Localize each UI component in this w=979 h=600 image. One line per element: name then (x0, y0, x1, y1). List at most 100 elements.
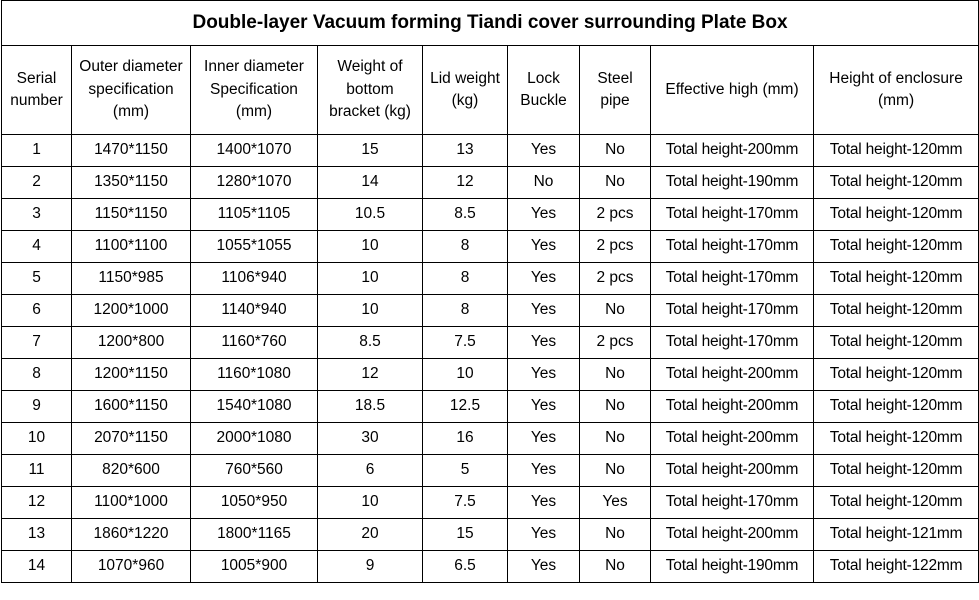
table-cell: 1106*940 (190, 262, 318, 295)
table-cell: Total height-200mm (650, 358, 814, 391)
column-header: Effective high (mm) (650, 45, 814, 135)
table-cell: 1150*1150 (71, 198, 191, 231)
table-cell: 1200*800 (71, 326, 191, 359)
table-cell: 10 (422, 358, 508, 391)
table-cell: No (579, 390, 651, 423)
table-cell: 2 pcs (579, 262, 651, 295)
table-cell: 13 (1, 518, 72, 551)
table-cell: Total height-170mm (650, 198, 814, 231)
table-cell: Total height-170mm (650, 294, 814, 327)
table-row: 13 1860*1220 1800*1165 20 15 Yes No Total heigh… (1, 518, 979, 551)
table-cell: Total height-121mm (812, 518, 979, 551)
table-cell: 8 (422, 262, 508, 295)
table-cell: Yes (507, 518, 580, 551)
table-cell: Total height-170mm (650, 326, 814, 359)
table-cell: No (579, 550, 651, 583)
table-cell: Total height-120mm (812, 294, 979, 327)
table-cell: Yes (507, 550, 580, 583)
table-cell: 1350*1150 (71, 166, 191, 199)
table-cell: Total height-170mm (650, 486, 814, 519)
column-header: Lid weight (kg) (422, 45, 508, 135)
column-header: Outer diameter specification (mm) (71, 45, 191, 135)
table-cell: 1105*1105 (190, 198, 318, 231)
table-row: 1 1470*1150 1400*1070 15 13 Yes No Total height… (1, 134, 979, 167)
table-cell: 1280*1070 (190, 166, 318, 199)
table-cell: 6 (317, 454, 423, 487)
table-cell: 1055*1055 (190, 230, 318, 263)
table-cell: 2 pcs (579, 198, 651, 231)
table-cell: 15 (422, 518, 508, 551)
table-cell: 1050*950 (190, 486, 318, 519)
table-cell: Total height-200mm (650, 454, 814, 487)
table-cell: Total height-190mm (650, 166, 814, 199)
table-cell: Yes (507, 198, 580, 231)
table-cell: 11 (1, 454, 72, 487)
table-cell: 7 (1, 326, 72, 359)
table-cell: 2 (1, 166, 72, 199)
table-cell: 12 (422, 166, 508, 199)
table-cell: 2 pcs (579, 326, 651, 359)
table-cell: 10 (317, 486, 423, 519)
table-row: 4 1100*1100 1055*1055 10 8 Yes 2 pcs Total heig… (1, 230, 979, 263)
table-cell: 1 (1, 134, 72, 167)
table-cell: 1160*760 (190, 326, 318, 359)
table-cell: Total height-200mm (650, 422, 814, 455)
spec-table: Double-layer Vacuum forming Tiandi cover… (0, 0, 979, 583)
table-row: 10 2070*1150 2000*1080 30 16 Yes No Total heigh… (1, 422, 979, 455)
table-cell: 5 (1, 262, 72, 295)
table-cell: 1200*1150 (71, 358, 191, 391)
table-cell: 8 (422, 230, 508, 263)
table-cell: 10 (317, 230, 423, 263)
table-cell: Total height-122mm (812, 550, 979, 583)
table-cell: Total height-120mm (812, 390, 979, 423)
table-cell: Yes (507, 422, 580, 455)
table-cell: 1860*1220 (71, 518, 191, 551)
table-cell: 1800*1165 (190, 518, 318, 551)
table-cell: 8 (1, 358, 72, 391)
table-cell: 1200*1000 (71, 294, 191, 327)
table-row: 8 1200*1150 1160*1080 12 10 Yes No Total height… (1, 358, 979, 391)
table-cell: No (579, 134, 651, 167)
table-cell: No (579, 518, 651, 551)
table-cell: 3 (1, 198, 72, 231)
table-cell: Total height-200mm (650, 390, 814, 423)
table-cell: 2000*1080 (190, 422, 318, 455)
table-cell: Total height-170mm (650, 230, 814, 263)
column-header: Lock Buckle (507, 45, 580, 135)
table-cell: 8 (422, 294, 508, 327)
table-cell: 14 (1, 550, 72, 583)
table-cell: No (507, 166, 580, 199)
table-cell: 1400*1070 (190, 134, 318, 167)
table-title: Double-layer Vacuum forming Tiandi cover… (0, 0, 979, 46)
table-cell: 1100*1000 (71, 486, 191, 519)
table-cell: Total height-120mm (812, 454, 979, 487)
table-cell: Yes (507, 454, 580, 487)
table-cell: 9 (1, 390, 72, 423)
table-row: 7 1200*800 1160*760 8.5 7.5 Yes 2 pcs Total hei… (1, 326, 979, 359)
table-cell: 12 (317, 358, 423, 391)
table-cell: Yes (507, 230, 580, 263)
table-cell: Total height-120mm (812, 326, 979, 359)
table-cell: Yes (507, 326, 580, 359)
table-cell: 15 (317, 134, 423, 167)
table-cell: Total height-120mm (812, 230, 979, 263)
table-cell: 30 (317, 422, 423, 455)
table-cell: Total height-120mm (812, 486, 979, 519)
table-cell: No (579, 166, 651, 199)
table-cell: 12 (1, 486, 72, 519)
table-cell: 20 (317, 518, 423, 551)
table-row: 12 1100*1000 1050*950 10 7.5 Yes Yes Total heig… (1, 486, 979, 519)
table-cell: 1540*1080 (190, 390, 318, 423)
table-cell: 10 (317, 262, 423, 295)
column-header: Height of enclosure (mm) (812, 45, 979, 135)
table-cell: Yes (579, 486, 651, 519)
table-cell: 820*600 (71, 454, 191, 487)
table-cell: 9 (317, 550, 423, 583)
table-row: 5 1150*985 1106*940 10 8 Yes 2 pcs Total height… (1, 262, 979, 295)
table-cell: 6 (1, 294, 72, 327)
table-cell: Total height-190mm (650, 550, 814, 583)
table-cell: 4 (1, 230, 72, 263)
table-cell: 2070*1150 (71, 422, 191, 455)
table-cell: Total height-120mm (812, 422, 979, 455)
table-cell: Total height-200mm (650, 134, 814, 167)
